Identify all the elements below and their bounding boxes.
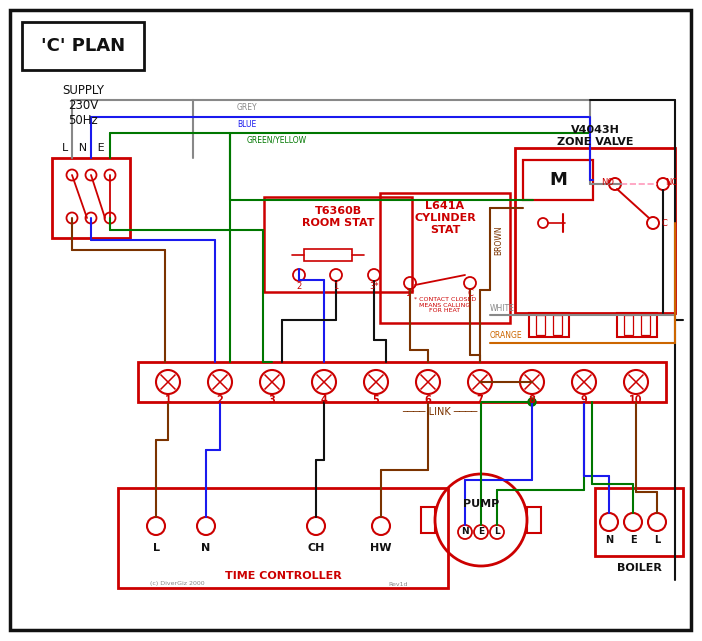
Bar — [304, 249, 352, 261]
Bar — [22, 22, 144, 70]
Text: 4: 4 — [321, 395, 327, 405]
Bar — [529, 313, 569, 337]
Text: 5: 5 — [373, 395, 379, 405]
Bar — [624, 315, 633, 335]
Bar — [380, 193, 510, 323]
Text: HW: HW — [370, 543, 392, 553]
Text: N: N — [201, 543, 211, 553]
Text: L: L — [494, 528, 500, 537]
Text: * CONTACT CLOSED
MEANS CALLING
FOR HEAT: * CONTACT CLOSED MEANS CALLING FOR HEAT — [414, 297, 476, 313]
Text: Rev1d: Rev1d — [388, 581, 407, 587]
Text: 8: 8 — [529, 395, 536, 405]
Text: ──── LINK ────: ──── LINK ──── — [402, 407, 477, 417]
Text: 1: 1 — [333, 281, 338, 290]
Text: SUPPLY
230V
50Hz: SUPPLY 230V 50Hz — [62, 83, 104, 126]
Text: NO: NO — [601, 178, 614, 187]
Text: E: E — [478, 528, 484, 537]
Bar — [138, 362, 666, 402]
Text: N: N — [605, 535, 613, 545]
Text: 3: 3 — [269, 395, 275, 405]
Text: 7: 7 — [477, 395, 484, 405]
Bar — [553, 315, 562, 335]
Text: 1: 1 — [165, 395, 171, 405]
Text: WHITE: WHITE — [490, 303, 515, 313]
Text: N: N — [461, 528, 469, 537]
Circle shape — [528, 398, 536, 406]
Bar — [595, 488, 683, 556]
Bar — [617, 313, 657, 337]
Bar — [118, 488, 448, 588]
Text: L: L — [654, 535, 660, 545]
Bar — [264, 197, 412, 292]
Text: L: L — [152, 543, 159, 553]
Text: NC: NC — [665, 178, 677, 187]
Text: 3*: 3* — [369, 281, 379, 290]
Bar — [421, 507, 435, 533]
Bar — [641, 315, 650, 335]
Bar — [527, 507, 541, 533]
Text: V4043H
ZONE VALVE: V4043H ZONE VALVE — [557, 125, 633, 147]
Text: 1*: 1* — [405, 288, 415, 297]
Text: 9: 9 — [581, 395, 588, 405]
Text: CH: CH — [307, 543, 325, 553]
Text: GREEN/YELLOW: GREEN/YELLOW — [247, 135, 307, 144]
Text: 2: 2 — [217, 395, 223, 405]
Bar — [515, 148, 675, 313]
Text: GREY: GREY — [237, 103, 258, 112]
Text: (c) DiverGiz 2000: (c) DiverGiz 2000 — [150, 581, 204, 587]
Bar — [536, 315, 545, 335]
Bar — [52, 158, 130, 238]
Text: C: C — [467, 288, 473, 297]
Text: 10: 10 — [629, 395, 643, 405]
Text: ORANGE: ORANGE — [490, 331, 522, 340]
Text: L   N   E: L N E — [62, 143, 105, 153]
Text: E: E — [630, 535, 636, 545]
Text: 2: 2 — [296, 281, 302, 290]
Text: BLUE: BLUE — [237, 119, 256, 128]
Text: M: M — [549, 171, 567, 189]
Text: PUMP: PUMP — [463, 499, 499, 509]
Text: TIME CONTROLLER: TIME CONTROLLER — [225, 571, 341, 581]
Text: BROWN: BROWN — [494, 225, 503, 255]
Text: 'C' PLAN: 'C' PLAN — [41, 37, 125, 55]
Text: 6: 6 — [425, 395, 431, 405]
Text: C: C — [661, 219, 667, 228]
Text: BOILER: BOILER — [616, 563, 661, 573]
Bar — [523, 160, 593, 200]
Text: L641A
CYLINDER
STAT: L641A CYLINDER STAT — [414, 201, 476, 235]
Text: T6360B
ROOM STAT: T6360B ROOM STAT — [302, 206, 374, 228]
